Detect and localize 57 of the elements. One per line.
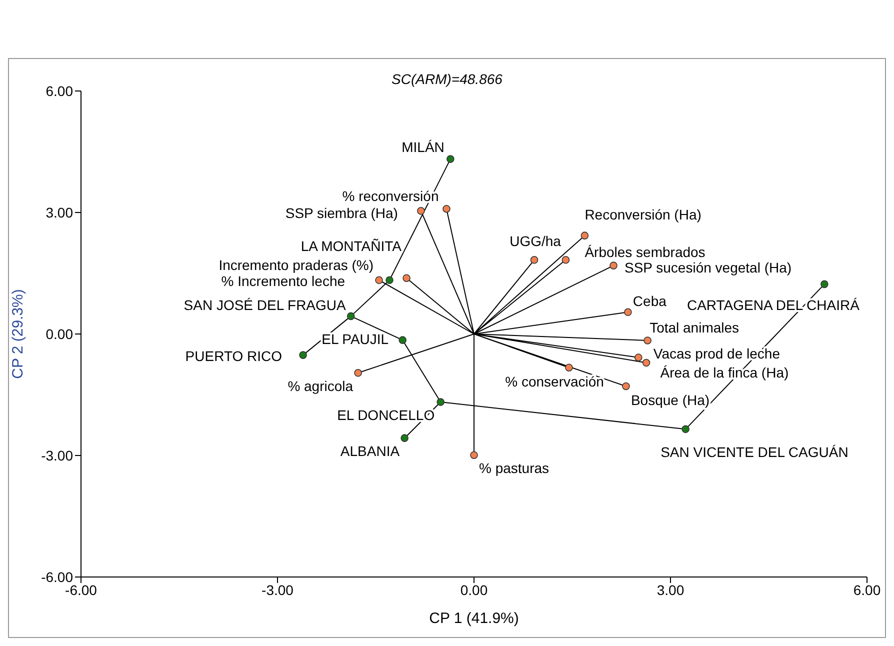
chart-title: SC(ARM)=48.866 (392, 71, 502, 87)
point (580, 232, 589, 240)
point (530, 256, 538, 264)
y-tick-label: 0.00 (46, 326, 74, 342)
y-tick-label: -3.00 (41, 447, 74, 464)
annotation: Árboles sembrados (584, 244, 706, 260)
annotation: % pasturas (479, 460, 550, 476)
point (644, 336, 652, 344)
point (400, 434, 408, 442)
annotation: EL PAUJIL (322, 330, 389, 347)
point (446, 155, 454, 163)
point (610, 262, 618, 270)
annotation: SAN JOSÉ DEL FRAGUA (184, 297, 347, 314)
annotation: % Incremento leche (221, 273, 346, 290)
point (622, 382, 630, 390)
point (436, 398, 444, 406)
point (346, 312, 355, 320)
annotation: LA MONTAÑITA (300, 238, 402, 254)
annotation: Reconversión (Ha) (584, 206, 702, 222)
annotation: SAN VICENTE DEL CAGUÁN (660, 444, 848, 460)
x-tick-label: 3.00 (656, 582, 684, 598)
point (402, 274, 410, 282)
annotation: MILÁN (402, 138, 444, 155)
point (417, 206, 425, 215)
x-tick-label: -3.00 (262, 582, 294, 598)
annotation: UGG/ha (510, 232, 562, 249)
point (634, 354, 642, 362)
point (470, 451, 478, 459)
point (354, 368, 362, 377)
y-tick-label: 3.00 (46, 204, 74, 220)
point (624, 308, 632, 316)
point (820, 280, 828, 288)
point (398, 336, 407, 344)
annotation: % agricola (288, 378, 354, 394)
annotation: Incremento praderas (%) (218, 257, 374, 274)
x-tick-label: 6.00 (853, 582, 881, 598)
point (299, 351, 307, 359)
annotation: PUERTO RICO (185, 348, 282, 364)
x-axis-title: CP 1 (41.9%) (429, 610, 519, 627)
point (562, 256, 570, 264)
y-axis-title: CP 2 (29.3%) (9, 289, 26, 379)
annotation: Ceba (632, 293, 667, 310)
annotation: % conservación (505, 374, 604, 390)
annotation: SSP siembra (Ha) (285, 204, 398, 221)
annotation: SSP sucesión vegetal (Ha) (624, 259, 792, 276)
point (682, 425, 690, 434)
point (375, 276, 383, 284)
y-tick-label: 6.00 (46, 82, 74, 99)
point (642, 358, 650, 367)
annotation: Bosque (Ha) (630, 392, 710, 408)
point (442, 204, 450, 213)
point (565, 364, 573, 372)
annotation: Total animales (650, 319, 740, 336)
annotation: CARTAGENA DEL CHAIRÁ (686, 297, 860, 314)
x-tick-label: 0.00 (460, 582, 488, 598)
annotation: ALBANIA (340, 442, 400, 459)
point (386, 276, 394, 284)
